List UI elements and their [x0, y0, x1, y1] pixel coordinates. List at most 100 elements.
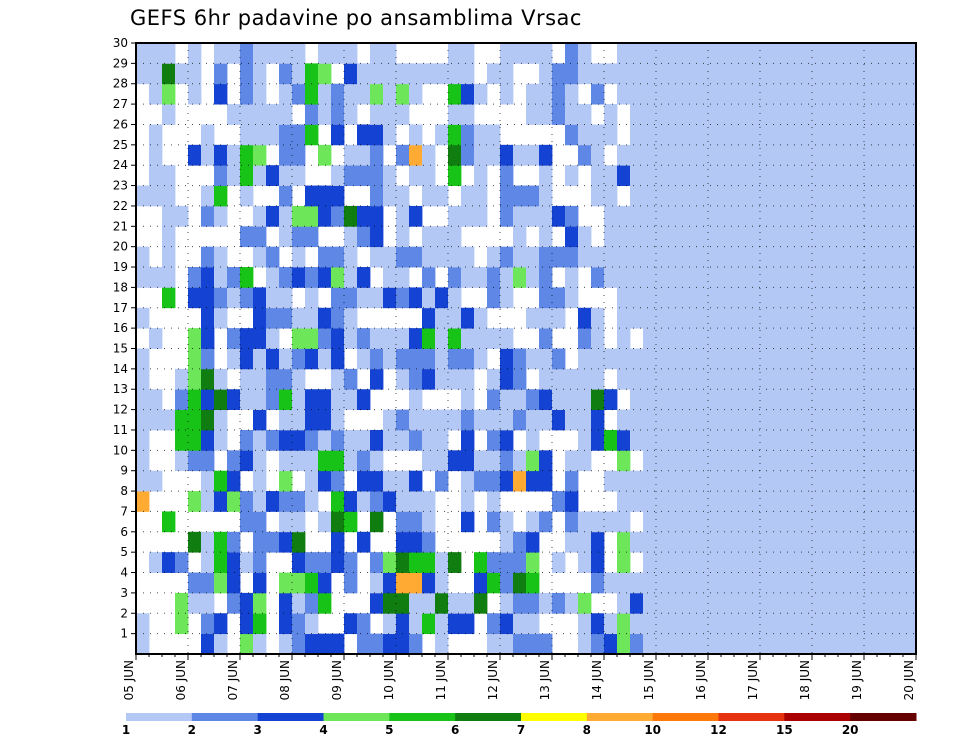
precip-cell [851, 104, 865, 125]
precip-cell [357, 83, 371, 105]
precip-cell [201, 267, 215, 288]
precip-cell [734, 511, 748, 533]
precip-cell [266, 246, 280, 268]
precip-cell [877, 450, 891, 472]
precip-cell [864, 592, 878, 614]
precip-cell [578, 246, 592, 268]
precip-cell [240, 348, 254, 370]
precip-cell [344, 307, 358, 329]
precip-cell [474, 185, 488, 207]
precip-cell [825, 205, 839, 227]
precip-cell [305, 429, 319, 451]
precip-cell [643, 348, 657, 370]
precip-cell [890, 633, 904, 655]
precip-cell [643, 633, 657, 655]
precip-cell [747, 409, 761, 431]
precip-cell [370, 287, 384, 309]
precip-cell [253, 144, 267, 166]
precip-cell [539, 409, 553, 431]
precip-cell [253, 43, 267, 64]
precip-cell [214, 83, 228, 105]
precip-cell [227, 389, 241, 410]
precip-cell [708, 104, 722, 125]
precip-cell [786, 63, 800, 85]
y-tick-label: 8 [120, 484, 128, 498]
precip-cell [474, 409, 488, 431]
precip-cell [825, 429, 839, 451]
precip-cell [604, 63, 618, 85]
precip-cell [721, 205, 735, 227]
precip-cell [162, 267, 176, 288]
precip-cell [487, 450, 501, 472]
precip-cell [591, 429, 605, 451]
precip-cell [656, 613, 670, 635]
precip-cell [461, 470, 475, 492]
precip-cell [721, 287, 735, 309]
precip-cell [266, 368, 280, 390]
precip-cell [188, 63, 202, 85]
precip-cell [396, 104, 410, 125]
precip-cell [903, 491, 917, 512]
precip-cell [890, 205, 904, 227]
precip-cell [292, 83, 306, 105]
precip-cell [487, 389, 501, 410]
precip-cell [695, 572, 709, 594]
precip-cell [877, 205, 891, 227]
precip-cell [721, 144, 735, 166]
precip-cell [786, 328, 800, 349]
precip-cell [461, 613, 475, 635]
precip-cell [838, 633, 852, 655]
precip-cell [253, 368, 267, 390]
precip-cell [227, 450, 241, 472]
precip-cell [630, 409, 644, 431]
precip-cell [344, 511, 358, 533]
colorbar-label: 8 [583, 723, 591, 737]
precip-cell [812, 470, 826, 492]
precip-cell [877, 572, 891, 594]
precip-cell [708, 83, 722, 105]
precip-cell [617, 491, 631, 512]
precip-cell [721, 63, 735, 85]
precip-cell [903, 226, 917, 248]
precip-cell [591, 633, 605, 655]
precip-cell [890, 470, 904, 492]
precip-cell [292, 389, 306, 410]
precip-cell [617, 63, 631, 85]
precip-cell [890, 450, 904, 472]
precip-cell [760, 246, 774, 268]
precip-cell [240, 613, 254, 635]
precip-cell [474, 470, 488, 492]
precip-cell [305, 572, 319, 594]
precip-cell [344, 246, 358, 268]
precip-cell [331, 633, 345, 655]
precip-cell [409, 389, 423, 410]
precip-cell [799, 246, 813, 268]
precip-cell [903, 63, 917, 85]
precip-cell [136, 470, 150, 492]
precip-cell [682, 470, 696, 492]
precip-cell [474, 328, 488, 349]
precip-cell [526, 531, 540, 553]
precip-cell [708, 552, 722, 573]
precip-cell [448, 287, 462, 309]
precip-cell [279, 613, 293, 635]
precip-cell [812, 83, 826, 105]
precip-cell [201, 124, 215, 146]
precip-cell [149, 63, 163, 85]
precip-cell [747, 572, 761, 594]
precip-cell [188, 450, 202, 472]
precip-cell [500, 511, 514, 533]
precip-cell [253, 205, 267, 227]
precip-cell [383, 104, 397, 125]
precip-cell [487, 429, 501, 451]
precip-cell [409, 165, 423, 186]
precip-cell [695, 328, 709, 349]
precip-cell [539, 246, 553, 268]
precip-cell [331, 165, 345, 186]
precip-cell [292, 633, 306, 655]
precip-cell [682, 83, 696, 105]
precip-cell [279, 368, 293, 390]
precip-cell [214, 205, 228, 227]
y-tick-label: 22 [113, 199, 128, 213]
precip-cell [851, 531, 865, 553]
